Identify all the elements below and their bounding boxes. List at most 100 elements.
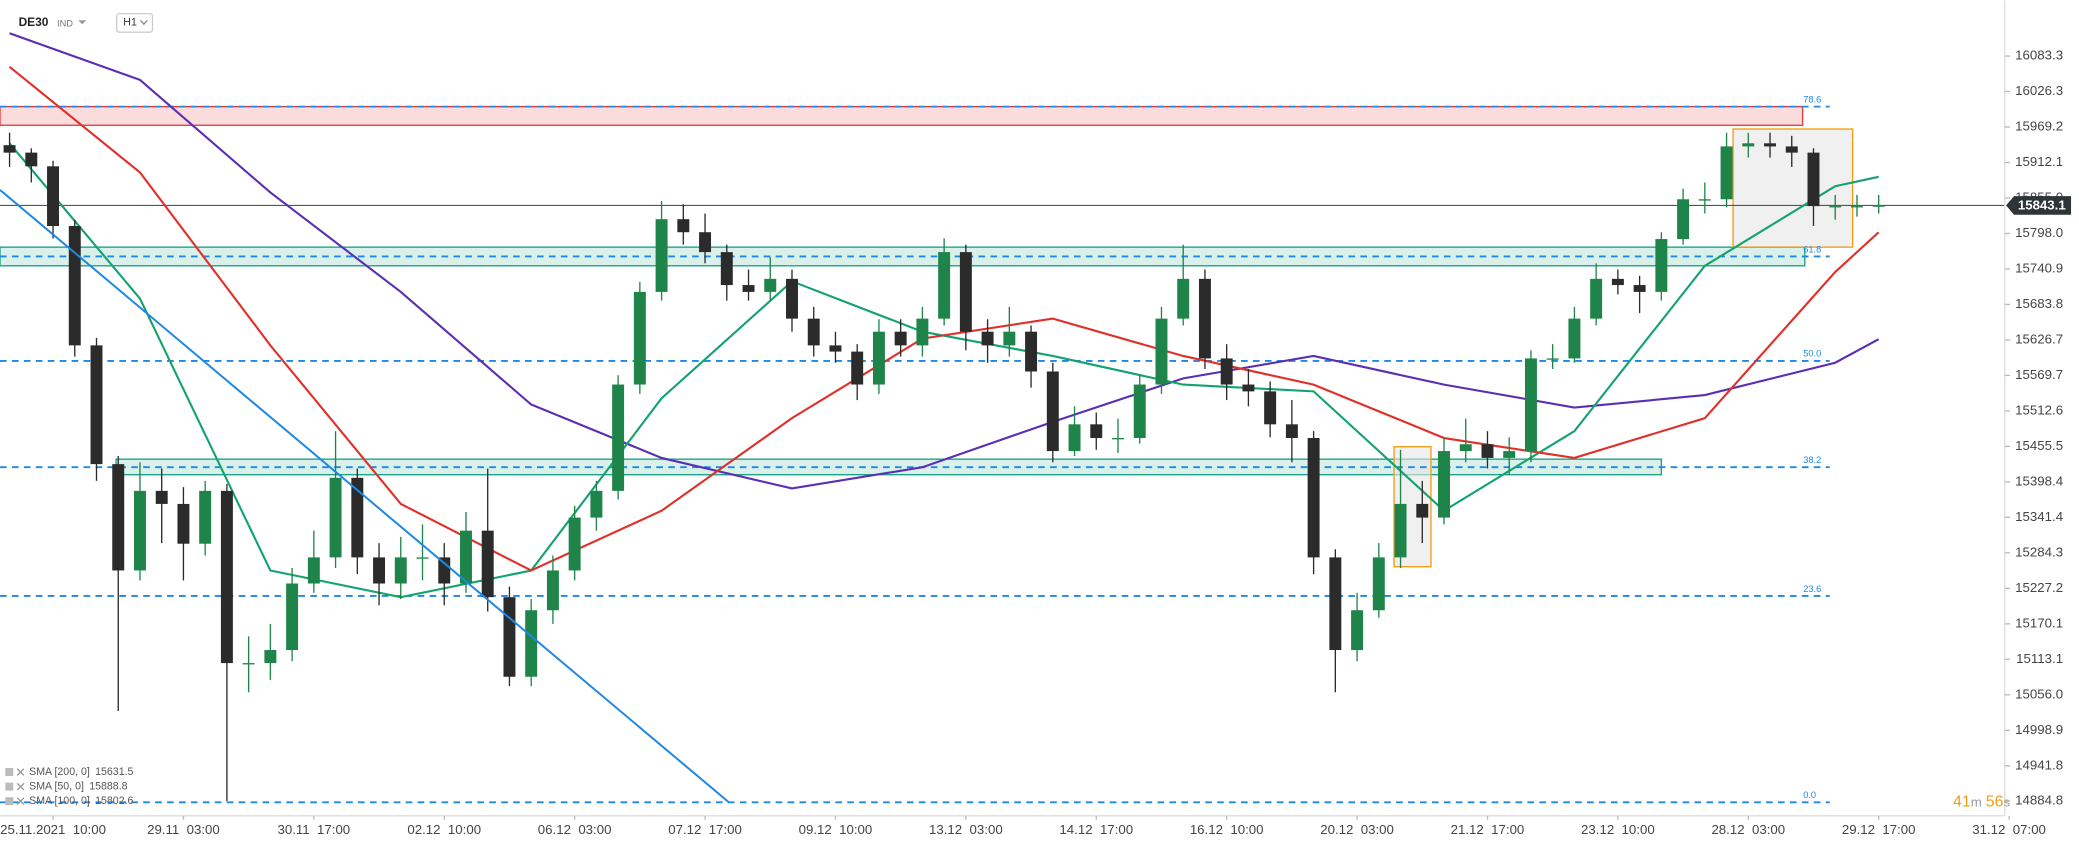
candle-body xyxy=(916,318,929,346)
candle-body xyxy=(1720,146,1733,200)
candle-body xyxy=(807,318,820,346)
candle-body xyxy=(546,570,559,611)
x-tick-label: 20.12 03:00 xyxy=(1320,822,1394,837)
y-tick-label: 15969.2 xyxy=(2015,119,2063,134)
candle-body xyxy=(394,557,407,584)
candle-body xyxy=(1677,199,1690,240)
x-tick-label: 02.12 10:00 xyxy=(407,822,481,837)
x-tick-label: 09.12 10:00 xyxy=(799,822,873,837)
candle-body xyxy=(112,464,125,571)
candle-body xyxy=(764,278,777,292)
candle-body xyxy=(1090,424,1103,439)
legend-close xyxy=(16,768,25,776)
legend-name: SMA [200, 0] xyxy=(29,766,90,778)
y-tick-label: 15683.8 xyxy=(2015,296,2063,311)
x-tick-label: 31.12 07:00 xyxy=(1972,822,2046,837)
candle-body xyxy=(416,557,429,559)
fib-level-label: 78.6 xyxy=(1803,94,1821,104)
last-price-badge xyxy=(2006,196,2072,215)
x-tick-label: 14.12 17:00 xyxy=(1059,822,1133,837)
interval-button[interactable] xyxy=(116,12,154,33)
candle-body xyxy=(699,232,712,253)
candle-body xyxy=(1285,424,1298,439)
x-tick-label: 23.12 10:00 xyxy=(1581,822,1655,837)
candle-body xyxy=(655,219,668,292)
legend-entry: SMA [200, 0] 15631.5 xyxy=(29,766,133,778)
candle-body xyxy=(1524,358,1537,452)
candle-body xyxy=(329,477,342,558)
y-tick-label: 14884.8 xyxy=(2015,793,2063,808)
candle-body xyxy=(959,252,972,332)
y-tick-label: 15626.7 xyxy=(2015,331,2063,346)
candle-body xyxy=(1046,371,1059,452)
x-tick-label: 06.12 03:00 xyxy=(538,822,612,837)
candle-body xyxy=(1829,206,1842,208)
y-tick-label: 15455.5 xyxy=(2015,438,2063,453)
candle-body xyxy=(1133,384,1146,439)
candle-body xyxy=(590,490,603,518)
y-tick-label: 15341.4 xyxy=(2015,509,2063,524)
fib-level-label: 23.6 xyxy=(1803,584,1821,594)
sma-line xyxy=(9,32,1880,490)
countdown: 41m56s xyxy=(1953,794,2010,811)
zone xyxy=(0,246,1806,267)
candle-body xyxy=(1633,285,1646,292)
candle-body xyxy=(720,252,733,286)
candle-body xyxy=(264,650,277,664)
candle-body xyxy=(1655,239,1668,292)
candle-body xyxy=(1807,152,1820,207)
candle-body xyxy=(1459,444,1472,452)
last-price-label: 15843.1 xyxy=(2018,198,2066,213)
candle-body xyxy=(938,252,951,319)
candle-body xyxy=(481,530,494,598)
legend-name: SMA [100, 0] xyxy=(29,795,90,807)
y-tick-label: 15740.9 xyxy=(2015,260,2063,275)
interval[interactable]: H1 xyxy=(123,17,137,29)
y-tick-label: 15284.3 xyxy=(2015,544,2063,559)
candle-body xyxy=(894,331,907,346)
legend-value: 15802.6 xyxy=(95,795,133,807)
candle-body xyxy=(872,331,885,385)
candle-body xyxy=(1764,143,1776,147)
candle-body xyxy=(1590,278,1603,319)
symbol[interactable]: DE30 xyxy=(19,15,49,29)
candle-body xyxy=(351,477,364,558)
candle-body xyxy=(90,345,103,465)
candle-body xyxy=(1568,318,1581,359)
candle-body xyxy=(1611,278,1624,286)
candle-body xyxy=(177,503,190,544)
symbol-dropdown[interactable] xyxy=(78,20,87,25)
legend-close xyxy=(16,782,25,791)
candle-body xyxy=(1546,358,1559,360)
candle-body xyxy=(677,219,690,233)
y-tick-label: 15227.2 xyxy=(2015,580,2063,595)
y-tick-label: 15170.1 xyxy=(2015,615,2063,630)
candle-body xyxy=(286,583,299,651)
candle-body xyxy=(199,490,212,544)
candle-body xyxy=(1785,146,1798,153)
y-tick-label: 16026.3 xyxy=(2015,83,2063,98)
y-tick-label: 15398.4 xyxy=(2015,473,2063,488)
candle-body xyxy=(1068,424,1081,452)
candle-body xyxy=(1372,557,1385,611)
legend-name: SMA [50, 0] xyxy=(29,780,84,792)
candle-body xyxy=(525,610,538,677)
candle-body xyxy=(1503,451,1516,458)
x-tick-label: 29.12 17:00 xyxy=(1842,822,1916,837)
y-tick-label: 15569.7 xyxy=(2015,367,2063,382)
x-tick-label: 29.11 03:00 xyxy=(147,822,220,837)
countdown-minutes-unit: m xyxy=(1971,794,1982,809)
candle-body xyxy=(155,490,168,504)
candle-body xyxy=(1242,384,1255,392)
countdown-seconds: 56 xyxy=(1986,794,2004,811)
candle-body xyxy=(1438,451,1450,518)
candle-body xyxy=(1264,391,1277,425)
candle-body xyxy=(1220,358,1233,385)
x-tick-label: 16.12 10:00 xyxy=(1190,822,1264,837)
y-tick-label: 14998.9 xyxy=(2015,722,2063,737)
candle-body xyxy=(307,557,320,584)
candle-body xyxy=(981,331,994,346)
legend-entry: SMA [100, 0] 15802.6 xyxy=(29,795,133,807)
